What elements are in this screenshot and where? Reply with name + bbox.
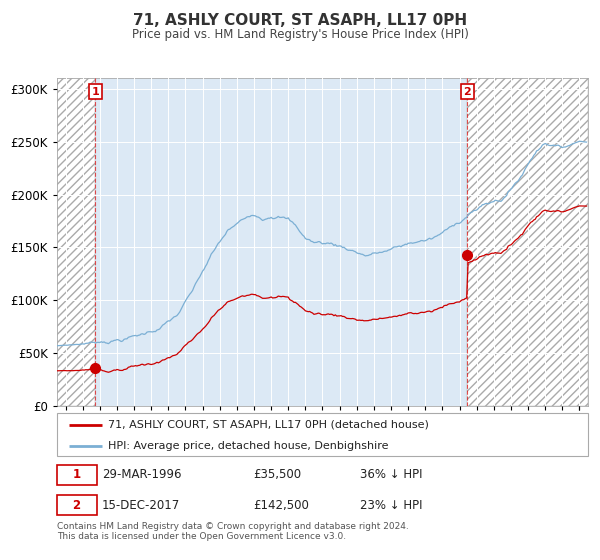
FancyBboxPatch shape <box>57 413 588 456</box>
FancyBboxPatch shape <box>57 465 97 485</box>
Text: 2: 2 <box>464 87 471 96</box>
Bar <box>57 78 95 406</box>
Bar <box>467 78 588 406</box>
Text: £142,500: £142,500 <box>253 498 310 512</box>
Text: This data is licensed under the Open Government Licence v3.0.: This data is licensed under the Open Gov… <box>57 532 346 541</box>
Text: 36% ↓ HPI: 36% ↓ HPI <box>359 468 422 482</box>
Text: 15-DEC-2017: 15-DEC-2017 <box>102 498 181 512</box>
Text: 23% ↓ HPI: 23% ↓ HPI <box>359 498 422 512</box>
Text: HPI: Average price, detached house, Denbighshire: HPI: Average price, detached house, Denb… <box>108 441 388 451</box>
Text: Price paid vs. HM Land Registry's House Price Index (HPI): Price paid vs. HM Land Registry's House … <box>131 28 469 41</box>
Text: Contains HM Land Registry data © Crown copyright and database right 2024.: Contains HM Land Registry data © Crown c… <box>57 522 409 531</box>
Text: 2: 2 <box>73 498 81 512</box>
Text: 71, ASHLY COURT, ST ASAPH, LL17 0PH: 71, ASHLY COURT, ST ASAPH, LL17 0PH <box>133 13 467 29</box>
Text: 29-MAR-1996: 29-MAR-1996 <box>102 468 182 482</box>
Text: £35,500: £35,500 <box>253 468 302 482</box>
Text: 1: 1 <box>91 87 99 96</box>
FancyBboxPatch shape <box>57 495 97 515</box>
Text: 71, ASHLY COURT, ST ASAPH, LL17 0PH (detached house): 71, ASHLY COURT, ST ASAPH, LL17 0PH (det… <box>108 420 429 430</box>
Text: 1: 1 <box>73 468 81 482</box>
